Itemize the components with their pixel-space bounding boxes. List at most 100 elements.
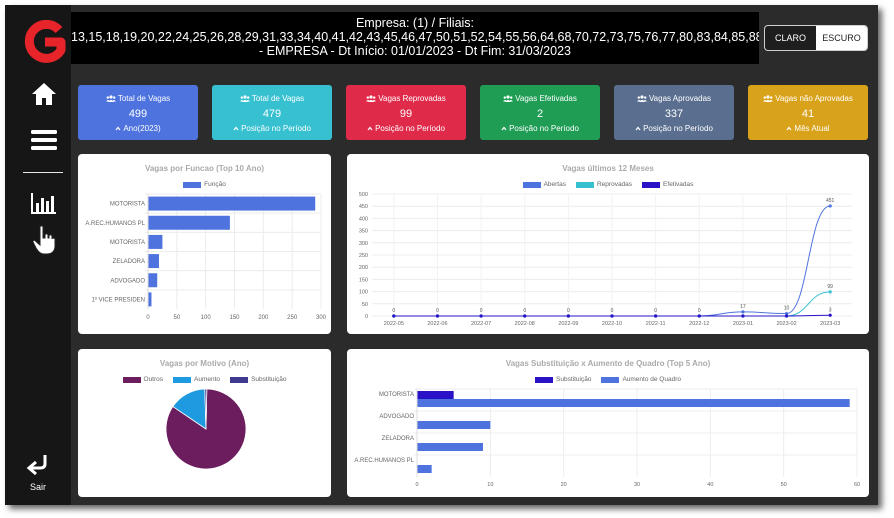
company-filter-header: Empresa: (1) / Filiais: 13,15,18,19,20,2… (71, 12, 759, 64)
data-point (828, 204, 832, 208)
legend-label: Abertas (543, 181, 566, 188)
data-label: 3 (829, 307, 832, 313)
panel-vagas-por-motivo: Vagas por Motivo (Ano) Outros Aumento Su… (78, 349, 331, 497)
exit-button[interactable]: Sair (5, 452, 71, 494)
kpi-card[interactable]: Vagas Efetivadas 2 Posição no Período (480, 85, 600, 140)
legend-label: Efetivadas (663, 181, 694, 188)
y-tick-label: ADVOGADO (110, 278, 145, 284)
people-icon (763, 94, 775, 103)
kpi-sub: Ano(2023) (78, 124, 198, 133)
chart-legend: Função (78, 181, 331, 188)
sidebar-divider (23, 172, 63, 173)
bar-chart-icon[interactable] (29, 188, 59, 218)
x-tick-label: 2023-03 (820, 321, 840, 327)
people-icon (366, 94, 378, 103)
kpi-card[interactable]: Vagas Reprovadas 99 Posição no Período (346, 85, 466, 140)
legend-label: Aumento (194, 376, 221, 383)
kpi-sub-text: Posição no Período (375, 124, 445, 133)
bar (148, 254, 159, 269)
kpi-title-text: Total de Vagas (117, 94, 171, 103)
theme-dark-button[interactable]: ESCURO (816, 26, 867, 50)
kpi-card[interactable]: Vagas Aprovadas 337 Posição no Período (614, 85, 734, 140)
data-point (610, 314, 614, 318)
data-label: 17 (740, 304, 746, 310)
x-tick-label: 200 (258, 315, 269, 321)
kpi-card[interactable]: Total de Vagas 479 Posição no Período (212, 85, 332, 140)
y-tick-label: 450 (359, 204, 368, 210)
y-tick-label: 400 (359, 216, 368, 222)
home-icon[interactable] (29, 79, 59, 109)
kpi-sub: Posição no Período (614, 124, 734, 133)
chevron-up-icon (233, 124, 241, 133)
chevron-up-icon (635, 124, 643, 133)
chart-title: Vagas por Motivo (Ano) (159, 359, 250, 368)
data-label: 0 (392, 308, 395, 314)
kpi-card[interactable]: Vagas não Aprovadas 41 Mês Atual (748, 85, 868, 140)
kpi-value: 2 (536, 108, 544, 120)
people-icon (503, 94, 515, 103)
data-label: 0 (611, 308, 614, 314)
chevron-up-icon (115, 124, 123, 133)
x-tick-label: 2022-10 (602, 321, 622, 327)
data-label: 0 (567, 308, 570, 314)
y-tick-label: 500 (359, 192, 368, 198)
kpi-title: Vagas Aprovadas (614, 94, 734, 103)
theme-light-button[interactable]: CLARO (774, 33, 806, 43)
data-label: 0 (523, 308, 526, 314)
kpi-value: 479 (262, 108, 282, 120)
bar (417, 465, 432, 473)
chart-motivo (165, 388, 247, 470)
y-tick-label: ADVOGADO (379, 414, 414, 420)
chart-legend: Outros Aumento Substituição (78, 376, 331, 383)
theme-toggle: CLARO ESCURO (764, 25, 868, 51)
kpi-title-text: Vagas Reprovadas (378, 94, 446, 103)
data-label: 451 (826, 198, 835, 204)
data-point (828, 313, 832, 317)
menu-icon[interactable] (29, 125, 59, 155)
chart-legend: Abertas Reprovadas Efetivadas (347, 181, 869, 188)
data-point (697, 314, 701, 318)
y-tick-label: A.REC.HUMANOS PL (85, 221, 145, 227)
kpi-title: Vagas Efetivadas (480, 94, 600, 103)
kpi-sub-text: Posição no Período (509, 124, 579, 133)
data-point (654, 314, 658, 318)
data-point (741, 314, 745, 318)
x-tick-label: 2022-06 (427, 321, 447, 327)
legend-label: Aumento de Quadro (622, 376, 681, 383)
y-tick-label: 0 (365, 314, 368, 320)
y-tick-label: ZELADORA (382, 436, 414, 442)
pointer-hand-icon[interactable] (29, 225, 59, 255)
chevron-up-icon (786, 124, 794, 133)
y-tick-label: 150 (359, 277, 368, 283)
kpi-title-text: Vagas não Aprovadas (775, 94, 853, 103)
y-tick-label: MOTORISTA (110, 202, 145, 208)
data-label: 0 (480, 308, 483, 314)
kpi-card[interactable]: Total de Vagas 499 Ano(2023) (78, 85, 198, 140)
y-tick-label: MOTORISTA (379, 392, 414, 398)
x-tick-label: 0 (415, 482, 418, 488)
bar (148, 215, 230, 230)
kpi-sub: Mês Atual (748, 124, 868, 133)
kpi-value: 499 (128, 108, 148, 120)
header-line-1: Empresa: (1) / Filiais: (355, 16, 475, 30)
x-tick-label: 250 (287, 315, 298, 321)
legend-label: Substituição (251, 376, 287, 383)
x-tick-label: 20 (561, 482, 567, 488)
data-point (479, 314, 483, 318)
data-point (741, 310, 745, 314)
x-tick-label: 2022-05 (384, 321, 404, 327)
y-tick-label: 100 (359, 290, 368, 296)
data-point (784, 314, 789, 318)
panel-substituicao-aumento: Vagas Substituição x Aumento de Quadro (… (347, 349, 869, 497)
y-tick-label: 50 (362, 302, 368, 308)
data-point (784, 311, 789, 316)
sidebar (5, 5, 71, 505)
chart-funcao: 0 50 100 150 200 250 300 MOTORISTA A.REC.HUMANOS… (85, 193, 327, 321)
bar (417, 443, 483, 451)
x-tick-label: 50 (781, 482, 787, 488)
x-tick-label: 2023-01 (733, 321, 753, 327)
people-icon (239, 94, 252, 103)
header-line-2: 13,15,18,19,20,22,24,25,26,28,29,31,33,3… (71, 30, 759, 44)
chevron-up-icon (501, 124, 509, 133)
